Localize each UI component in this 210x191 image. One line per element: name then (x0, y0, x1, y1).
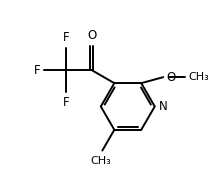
Text: N: N (159, 100, 168, 113)
Text: CH₃: CH₃ (90, 155, 111, 166)
Text: F: F (63, 31, 69, 44)
Text: CH₃: CH₃ (188, 72, 209, 82)
Text: F: F (63, 96, 69, 109)
Text: F: F (34, 64, 41, 77)
Text: O: O (166, 71, 175, 84)
Text: O: O (87, 29, 96, 42)
